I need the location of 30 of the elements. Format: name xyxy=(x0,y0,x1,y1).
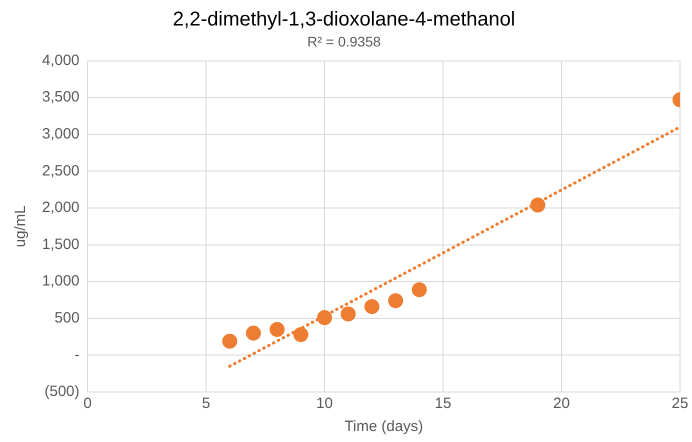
y-tick-label: 2,000 xyxy=(42,199,80,216)
x-tick-label: 5 xyxy=(202,395,210,412)
x-axis-title: Time (days) xyxy=(344,418,424,436)
chart-subtitle: R² = 0.9358 xyxy=(307,33,381,50)
point xyxy=(270,322,285,337)
point xyxy=(412,282,427,298)
x-tick-label: 15 xyxy=(434,395,452,412)
point xyxy=(293,327,308,342)
y-tick-label: 2,500 xyxy=(42,162,80,180)
point xyxy=(340,306,356,322)
y-tick-label: 1,000 xyxy=(42,272,80,290)
point xyxy=(364,299,380,314)
y-tick-label: - xyxy=(74,346,80,364)
point xyxy=(317,310,332,326)
x-tick-label: 10 xyxy=(316,395,333,412)
point xyxy=(530,198,546,213)
y-tick-label: 1,500 xyxy=(42,236,80,253)
y-tick-label: 4,000 xyxy=(42,52,80,69)
y-tick-label: 500 xyxy=(54,310,80,327)
y-axis-title: ug/mL xyxy=(12,206,30,248)
y-tick-label: 3,000 xyxy=(42,126,80,143)
x-tick-label: 25 xyxy=(672,395,688,412)
point xyxy=(388,293,404,308)
chart-title: 2,2-dimethyl-1,3-dioxolane-4-methanol xyxy=(172,8,516,31)
y-tick-label: (500) xyxy=(44,383,80,400)
y-tick-label: 3,500 xyxy=(42,88,80,106)
x-tick-label: 20 xyxy=(553,395,570,412)
point xyxy=(222,334,238,349)
x-tick-label: 0 xyxy=(83,395,92,412)
point xyxy=(246,326,261,341)
